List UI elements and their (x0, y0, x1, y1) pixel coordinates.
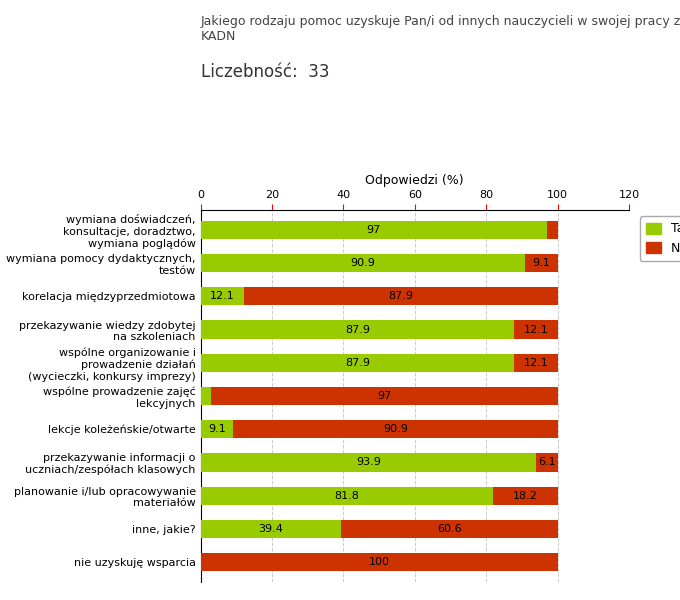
Text: Liczebność:  33: Liczebność: 33 (201, 63, 329, 81)
Bar (525, 254, 558, 272)
Text: 97: 97 (377, 391, 392, 401)
Bar (547, 221, 558, 239)
Bar (211, 387, 558, 405)
Text: 60.6: 60.6 (437, 524, 462, 534)
Bar (201, 553, 558, 571)
Bar (536, 453, 558, 472)
Bar (514, 320, 558, 339)
Bar (514, 353, 558, 372)
Bar (201, 254, 525, 272)
Bar (201, 221, 547, 239)
Bar (233, 420, 558, 439)
Bar (201, 487, 492, 505)
Bar (201, 520, 341, 538)
Bar (201, 453, 536, 472)
Legend: Tak, Nie: Tak, Nie (639, 216, 680, 261)
Bar (201, 320, 514, 339)
Bar (244, 287, 558, 305)
Bar (341, 520, 558, 538)
X-axis label: Odpowiedzi (%): Odpowiedzi (%) (365, 174, 464, 187)
Text: 12.1: 12.1 (210, 292, 235, 301)
Text: 9.1: 9.1 (208, 424, 226, 434)
Text: 87.9: 87.9 (388, 292, 413, 301)
Bar (201, 420, 233, 439)
Text: 81.8: 81.8 (334, 491, 359, 500)
Text: 87.9: 87.9 (345, 358, 370, 368)
Bar (201, 287, 244, 305)
Text: 12.1: 12.1 (524, 358, 548, 368)
Text: 87.9: 87.9 (345, 325, 370, 335)
Bar (492, 487, 558, 505)
Text: 90.9: 90.9 (383, 424, 408, 434)
Text: 6.1: 6.1 (538, 457, 556, 467)
Bar (201, 353, 514, 372)
Text: 12.1: 12.1 (524, 325, 548, 335)
Text: KADN: KADN (201, 30, 236, 43)
Text: 100: 100 (369, 557, 390, 567)
Text: 9.1: 9.1 (532, 258, 550, 268)
Text: 18.2: 18.2 (513, 491, 538, 500)
Bar (201, 387, 211, 405)
Text: 97: 97 (367, 225, 381, 235)
Text: 39.4: 39.4 (258, 524, 284, 534)
Text: 93.9: 93.9 (356, 457, 381, 467)
Text: 90.9: 90.9 (350, 258, 375, 268)
Text: Jakiego rodzaju pomoc uzyskuje Pan/i od innych nauczycieli w swojej pracy z uczn: Jakiego rodzaju pomoc uzyskuje Pan/i od … (201, 15, 680, 28)
